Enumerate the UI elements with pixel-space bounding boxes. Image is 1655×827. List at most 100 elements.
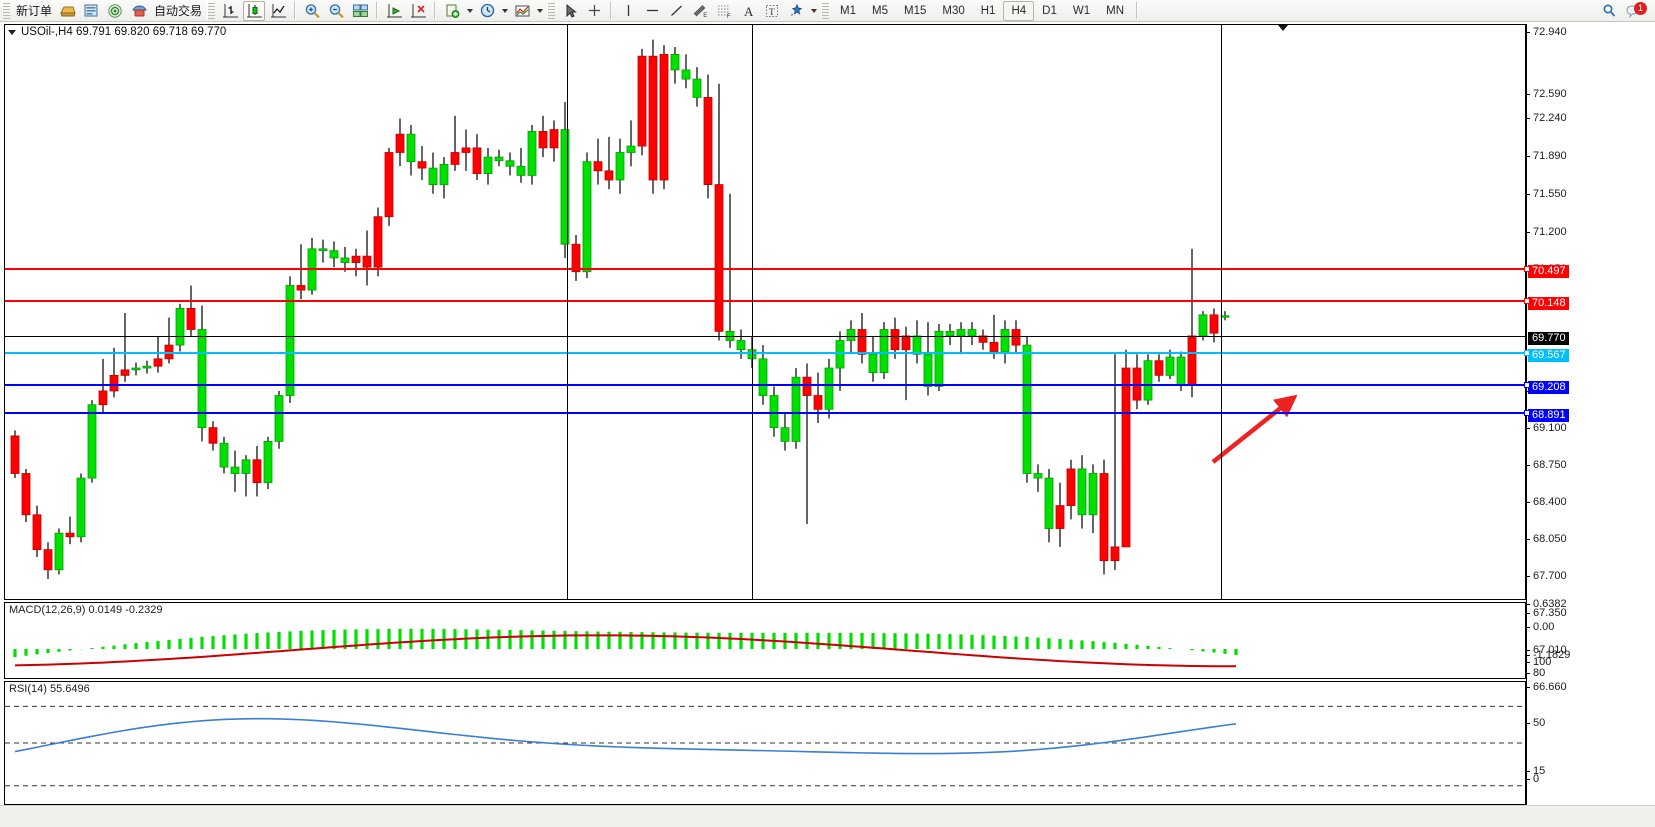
search-icon[interactable] <box>1598 1 1620 21</box>
indicators-dropdown-arrow[interactable] <box>464 1 475 21</box>
bar-chart-icon[interactable] <box>219 1 241 21</box>
shapes-icon[interactable] <box>785 1 807 21</box>
candle <box>1165 349 1175 380</box>
terminal-icon[interactable] <box>80 1 102 21</box>
level-handle[interactable] <box>1524 350 1530 356</box>
toolbar-grip-4[interactable] <box>821 2 830 19</box>
indicators-icon[interactable] <box>441 1 463 21</box>
toolbar-grip-3[interactable] <box>547 2 556 19</box>
macd-label: MACD(12,26,9) 0.0149 -0.2329 <box>9 604 163 616</box>
price-pane[interactable] <box>4 24 1526 600</box>
candle <box>285 276 295 403</box>
candlestick-chart-icon[interactable] <box>243 0 266 21</box>
equidistant-channel-icon[interactable]: E <box>689 1 711 21</box>
candle <box>835 331 845 391</box>
candle <box>868 335 878 382</box>
vertical-line-1[interactable] <box>567 25 568 600</box>
candle <box>362 230 372 286</box>
timeframe-w1[interactable]: W1 <box>1072 4 1091 17</box>
toolbar-grip-2[interactable] <box>207 2 216 19</box>
annotation-arrow-icon[interactable] <box>1205 390 1325 480</box>
text-label-icon[interactable]: T <box>761 1 783 21</box>
level-line-70148[interactable] <box>5 298 1530 304</box>
candle <box>659 45 669 190</box>
periods-dropdown-arrow[interactable] <box>499 1 510 21</box>
level-line-68891[interactable] <box>5 410 1530 416</box>
candle <box>945 324 955 346</box>
symbol-header[interactable]: USOil-,H4 69.791 69.820 69.718 69.770 <box>8 26 226 38</box>
timeframe-m1[interactable]: M1 <box>840 4 857 17</box>
candle <box>54 528 64 575</box>
candle <box>494 149 504 167</box>
timeframe-h4[interactable]: H4 <box>1003 0 1035 21</box>
gold-bar-icon[interactable] <box>56 1 78 21</box>
toolbar-grip[interactable] <box>2 2 10 19</box>
notifications-icon[interactable]: 1 <box>1622 1 1648 21</box>
level-line-70497[interactable] <box>5 266 1530 272</box>
price-tick: 72.940 <box>1526 27 1567 38</box>
candle <box>1077 455 1087 529</box>
text-icon[interactable]: A <box>737 1 759 21</box>
rsi-pane[interactable] <box>4 681 1526 805</box>
fibonacci-icon[interactable]: F <box>713 1 735 21</box>
timeframe-mn[interactable]: MN <box>1106 4 1124 17</box>
candle <box>703 74 713 199</box>
chart-menu-caret-icon[interactable] <box>8 29 16 35</box>
candle <box>417 146 427 181</box>
periods-icon[interactable] <box>476 1 498 21</box>
line-chart-icon[interactable] <box>267 1 289 21</box>
chart-area[interactable]: USOil-,H4 69.791 69.820 69.718 69.770 MA… <box>0 22 1655 827</box>
candle <box>824 358 834 419</box>
price-label-support-1[interactable]: 69.208 <box>1528 381 1569 394</box>
macd-pane[interactable] <box>4 602 1526 679</box>
horizontal-line-icon[interactable] <box>641 1 663 21</box>
level-line-69567[interactable] <box>5 350 1530 356</box>
price-tick: 66.660 <box>1526 682 1567 693</box>
price-label-cyan-level[interactable]: 69.567 <box>1528 349 1569 362</box>
templates-icon[interactable] <box>511 1 533 21</box>
candle <box>208 421 218 451</box>
level-handle[interactable] <box>1524 410 1530 416</box>
price-label-current-price[interactable]: 69.770 <box>1528 332 1569 345</box>
price-label-resistance-2[interactable]: 70.148 <box>1528 297 1569 310</box>
candle <box>153 335 163 373</box>
zoom-in-icon[interactable] <box>301 1 323 21</box>
timeframe-m5[interactable]: M5 <box>872 4 888 17</box>
market-icon[interactable] <box>128 1 150 21</box>
auto-trading-button[interactable]: 自动交易 <box>154 3 203 18</box>
crosshair-icon[interactable] <box>583 1 605 21</box>
level-handle[interactable] <box>1524 382 1530 388</box>
timeframe-d1[interactable]: D1 <box>1042 4 1057 17</box>
tile-windows-icon[interactable] <box>349 1 371 21</box>
symbol-ohlc-label: USOil-,H4 69.791 69.820 69.718 69.770 <box>21 26 227 38</box>
price-label-support-2[interactable]: 68.891 <box>1528 409 1569 422</box>
templates-dropdown-arrow[interactable] <box>534 1 545 21</box>
candle <box>263 436 273 490</box>
chart-shift-icon[interactable] <box>407 1 429 21</box>
cursor-icon[interactable] <box>559 1 581 21</box>
price-axis[interactable]: 72.94072.59072.24071.89071.55071.20070.8… <box>1526 24 1655 805</box>
vertical-line-3[interactable] <box>1221 25 1222 600</box>
notification-badge: 1 <box>1634 1 1647 15</box>
shapes-dropdown-arrow[interactable] <box>808 1 819 21</box>
main-toolbar: 新订单 自动交易 <box>0 0 1655 22</box>
price-label-resistance-1[interactable]: 70.497 <box>1528 265 1569 278</box>
auto-scroll-icon[interactable] <box>383 1 405 21</box>
svg-text:E: E <box>703 13 707 19</box>
timeframe-m30[interactable]: M30 <box>942 4 965 17</box>
trendline-icon[interactable] <box>665 1 687 21</box>
signals-icon[interactable] <box>104 1 126 21</box>
vertical-line-2[interactable] <box>752 25 753 600</box>
level-handle[interactable] <box>1524 266 1530 272</box>
zoom-out-icon[interactable] <box>325 1 347 21</box>
timeframe-h1[interactable]: H1 <box>980 4 996 17</box>
candle <box>1187 248 1197 398</box>
new-order-button[interactable]: 新订单 <box>16 3 53 18</box>
timeframe-m15[interactable]: M15 <box>904 4 927 17</box>
vertical-line-icon[interactable] <box>617 1 639 21</box>
level-handle[interactable] <box>1524 298 1530 304</box>
level-line-69208[interactable] <box>5 382 1530 388</box>
candle <box>21 468 31 523</box>
price-tick: 69.100 <box>1526 423 1567 434</box>
